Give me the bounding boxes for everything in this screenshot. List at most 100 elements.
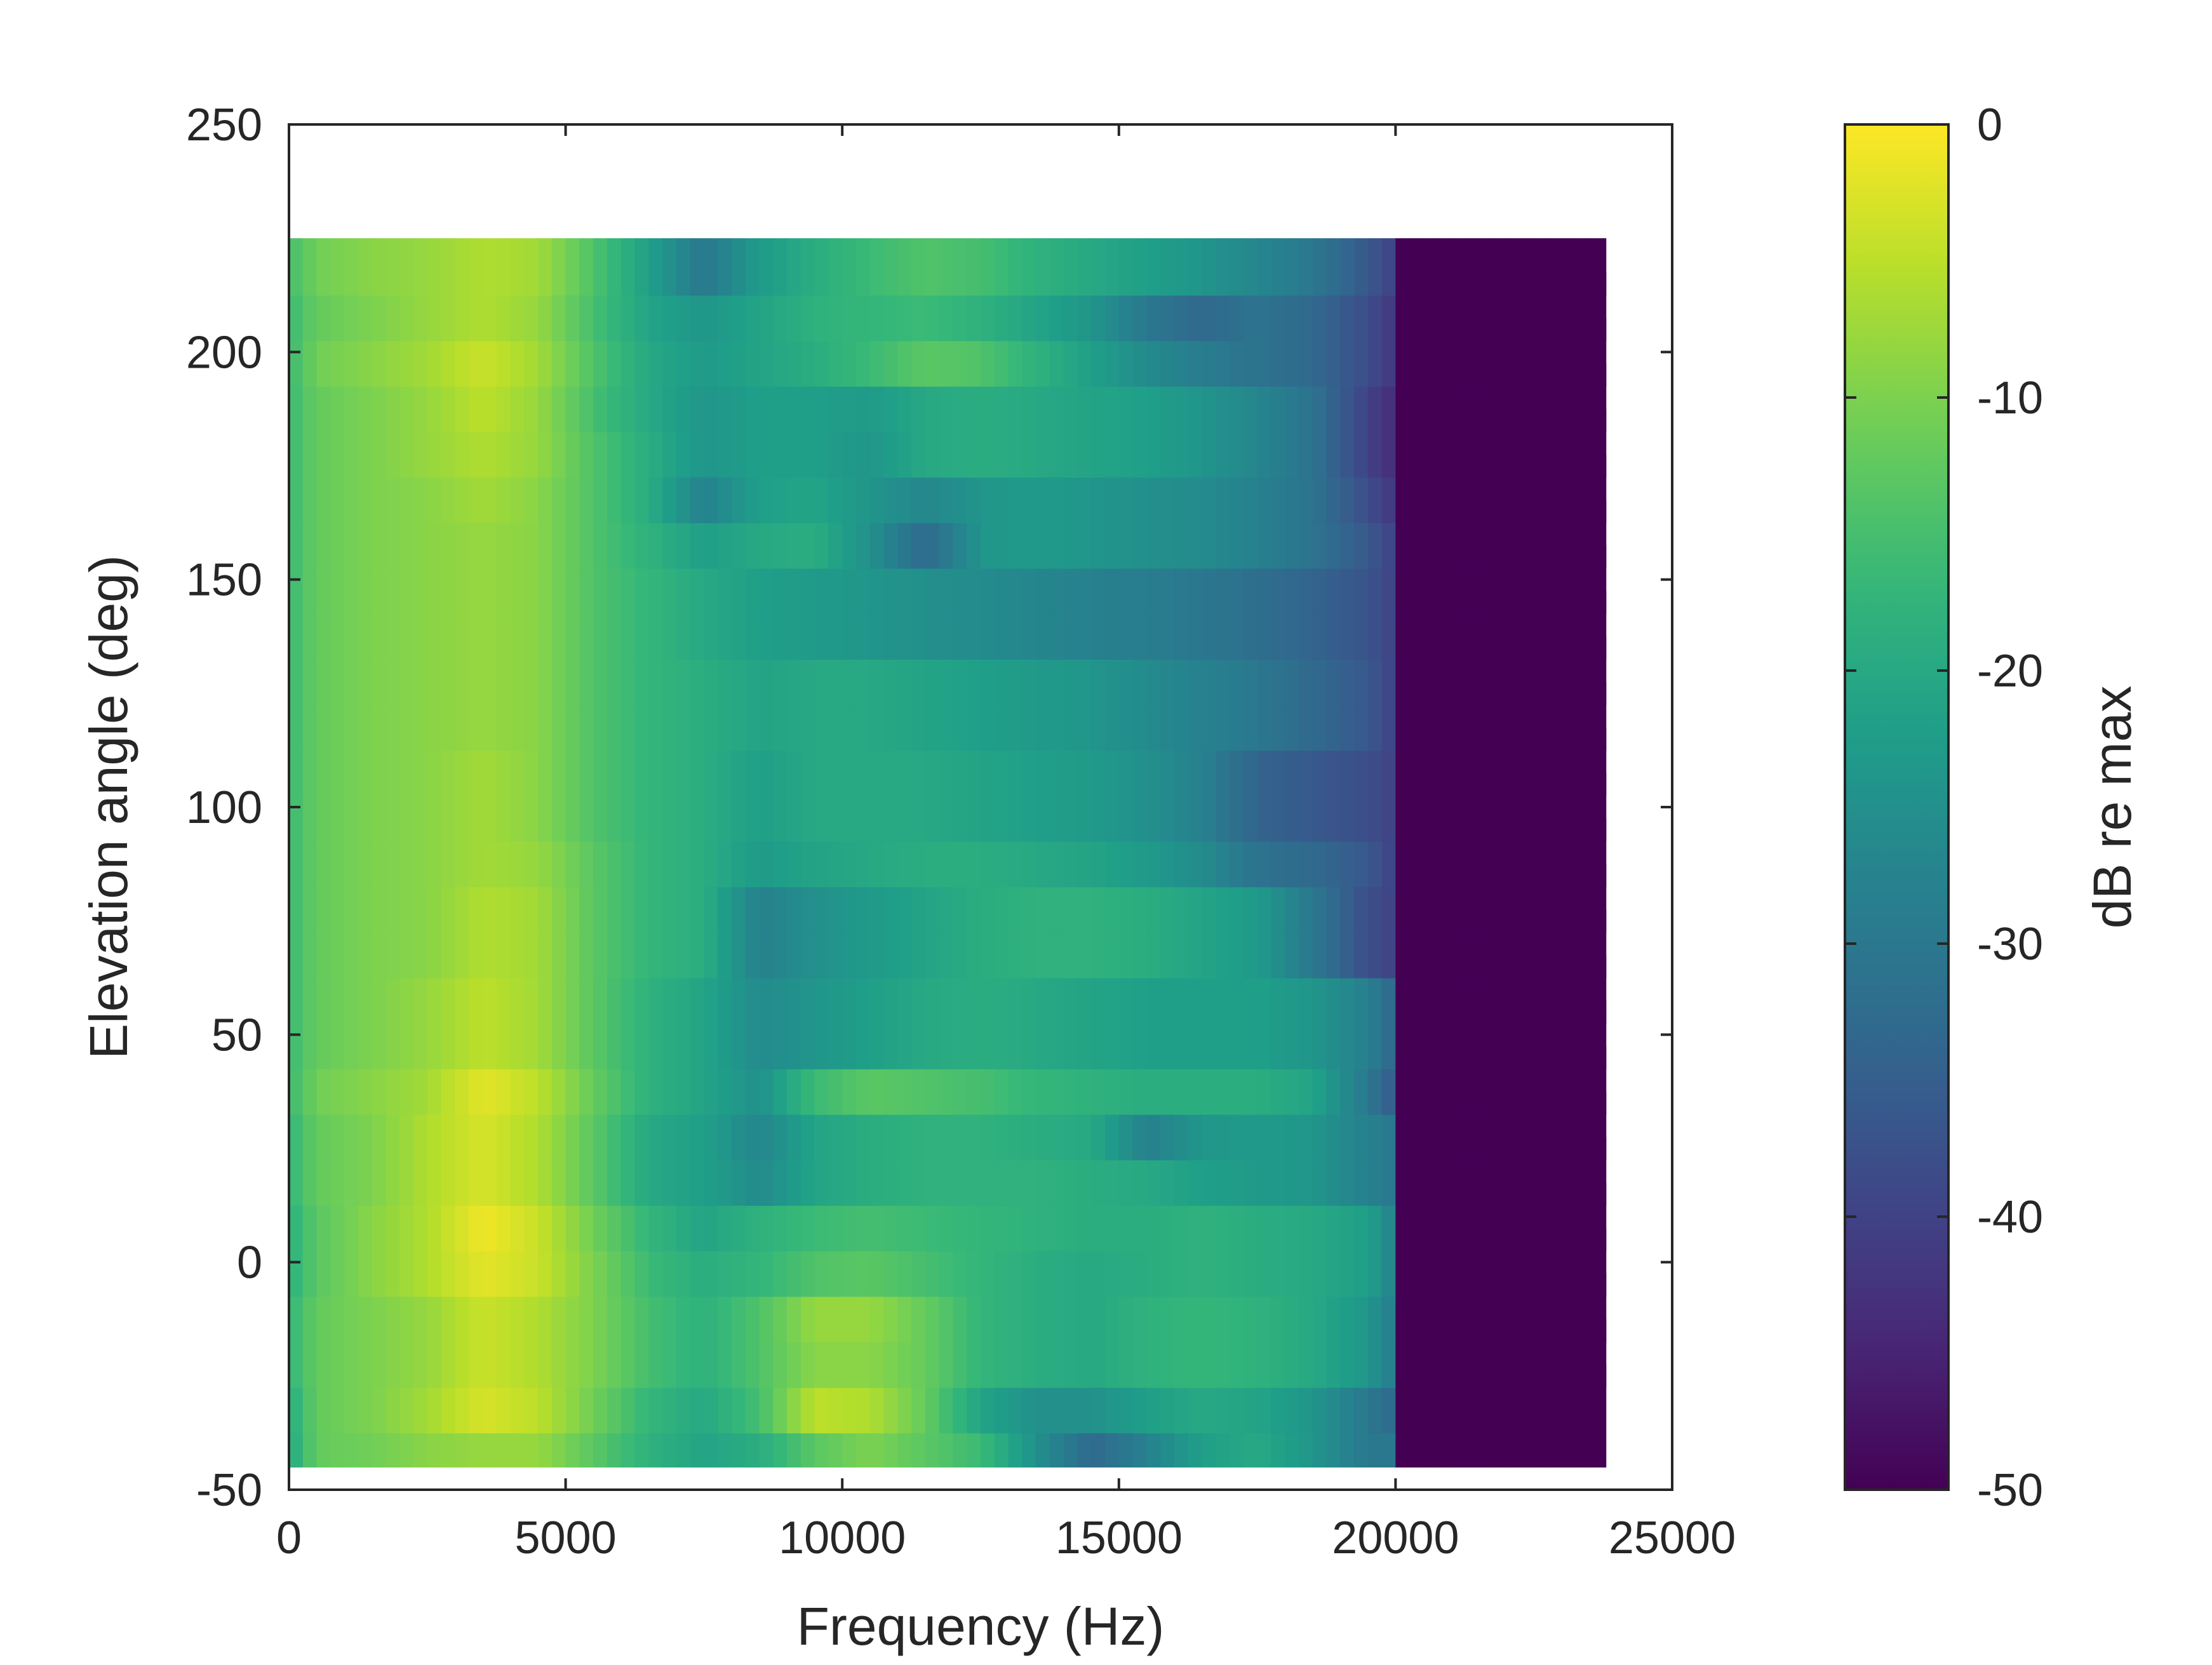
heatmap-cell: [1008, 1433, 1023, 1468]
heatmap-cell: [385, 238, 401, 296]
heatmap-cell: [1091, 1433, 1106, 1468]
heatmap-cell: [1423, 1433, 1438, 1468]
heatmap-cell: [1257, 238, 1272, 296]
heatmap-cell: [967, 1433, 981, 1468]
heatmap-cell: [593, 238, 608, 296]
heatmap-cell: [1049, 238, 1064, 296]
heatmap-cell: [1603, 272, 1607, 342]
heatmap-cell: [579, 1433, 594, 1468]
heatmap-cell: [1354, 238, 1369, 296]
heatmap-cell: [1395, 1433, 1410, 1468]
heatmap-cell: [883, 238, 899, 296]
heatmap-cell: [1506, 238, 1521, 296]
heatmap-cell: [510, 238, 525, 296]
heatmap-cell: [1188, 238, 1203, 296]
heatmap-cell: [1354, 1433, 1369, 1468]
heatmap-cell: [330, 1433, 345, 1468]
heatmap-cell: [1271, 238, 1285, 296]
heatmap-cell: [358, 1433, 373, 1468]
y-tick-labels: -50 0 50 100 150 200 250: [186, 100, 262, 1516]
heatmap-cell: [1105, 1433, 1120, 1468]
heatmap-cell: [1423, 238, 1438, 296]
heatmap-cell: [981, 238, 995, 296]
heatmap-cell: [911, 1433, 926, 1468]
heatmap-cell: [427, 238, 442, 296]
heatmap-cell: [289, 238, 304, 296]
heatmap-cell: [1160, 1433, 1175, 1468]
heatmap-cell: [855, 1433, 871, 1468]
heatmap-cell: [1603, 238, 1607, 296]
heatmap-cell: [718, 238, 732, 296]
heatmap-cell: [925, 1433, 940, 1468]
heatmap-cell: [413, 1433, 428, 1468]
heatmap-cell: [1603, 1364, 1607, 1434]
heatmap-cell: [482, 238, 497, 296]
heatmap-cell: [482, 1433, 497, 1468]
heatmap-cell: [1409, 1433, 1424, 1468]
heatmap-cell: [1603, 818, 1607, 888]
heatmap-cell: [1506, 1433, 1521, 1468]
heatmap-cell: [1285, 238, 1299, 296]
heatmap-cell: [399, 238, 414, 296]
heatmap-cell: [399, 1433, 414, 1468]
heatmap-cell: [1188, 1433, 1203, 1468]
heatmap-cell: [469, 238, 483, 296]
heatmap-cell: [565, 1433, 580, 1468]
x-tick-label: 25000: [1609, 1513, 1736, 1563]
heatmap-cell: [1603, 954, 1607, 1024]
heatmap-cell: [1118, 1433, 1134, 1468]
heatmap-cell: [551, 238, 566, 296]
heatmap-cell: [1603, 318, 1607, 387]
heatmap-cell: [330, 238, 345, 296]
x-tick-label: 15000: [1056, 1513, 1183, 1563]
heatmap-cell: [1202, 238, 1217, 296]
heatmap-cell: [1603, 1091, 1607, 1161]
x-tick-label: 5000: [515, 1513, 617, 1563]
heatmap-cell: [1340, 1433, 1355, 1468]
heatmap-cell: [1603, 727, 1607, 796]
heatmap-cell: [1063, 1433, 1078, 1468]
heatmap-cell: [1395, 238, 1410, 296]
heatmap-cell: [1077, 238, 1092, 296]
heatmap-cell: [1603, 591, 1607, 660]
colorbar-tick-label: 0: [1977, 100, 2002, 150]
heatmap-cell: [800, 1433, 815, 1468]
heatmap-cell: [1589, 238, 1604, 296]
heatmap-cell: [385, 1433, 401, 1468]
colorbar-label: dB re max: [2082, 686, 2142, 929]
heatmap-cell: [607, 1433, 622, 1468]
heatmap-cell: [1202, 1433, 1217, 1468]
heatmap-cell: [496, 238, 511, 296]
x-tick-labels: 0 5000 10000 15000 20000 25000: [276, 1513, 1736, 1563]
colorbar-tick-label: -50: [1977, 1465, 2043, 1516]
heatmap-cell: [496, 1433, 511, 1468]
heatmap-cell: [994, 238, 1009, 296]
heatmap-cell: [704, 1433, 718, 1468]
heatmap-cell: [814, 1433, 829, 1468]
x-tick-label: 20000: [1332, 1513, 1459, 1563]
y-tick-label: 50: [211, 1010, 262, 1060]
y-tick-label: 100: [186, 782, 262, 833]
heatmap-cell: [967, 238, 981, 296]
heatmap-cell: [648, 238, 663, 296]
heatmap-cell: [981, 1433, 995, 1468]
heatmap-cell: [718, 1433, 732, 1468]
heatmap-cell: [1451, 238, 1466, 296]
heatmap-cell: [372, 238, 387, 296]
heatmap-cell: [302, 238, 318, 296]
heatmap-cell: [1520, 1433, 1534, 1468]
heatmap-cell: [787, 238, 801, 296]
heatmap-cell: [524, 238, 539, 296]
heatmap-cell: [1118, 238, 1134, 296]
heatmap-cell: [1132, 1433, 1148, 1468]
heatmap-cell: [676, 238, 691, 296]
colorbar-tick-label: -10: [1977, 373, 2043, 424]
heatmap-cell: [953, 1433, 968, 1468]
heatmap-cell: [1465, 238, 1479, 296]
heatmap-cells: [289, 238, 1607, 1468]
colorbar-tick-labels: -50 -40 -30 -20 -10 0: [1977, 100, 2043, 1516]
heatmap-cell: [565, 238, 580, 296]
heatmap-cell: [745, 1433, 760, 1468]
